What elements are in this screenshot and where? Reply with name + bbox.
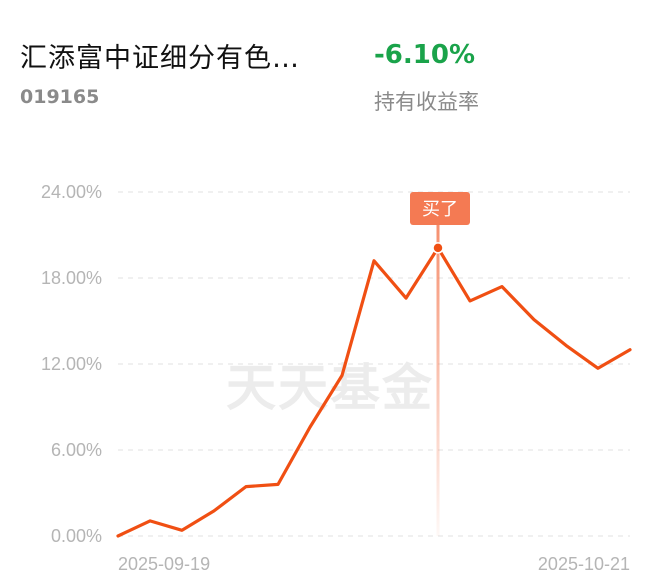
fund-name[interactable]: 汇添富中证细分有色… [20,43,300,74]
x-axis-labels: 2025-09-19 2025-10-21 [118,554,630,574]
watermark: 天天基金 [226,358,434,417]
y-tick-label: 6.00% [51,440,102,460]
fund-code: 019165 [20,86,100,108]
y-tick-label: 24.00% [41,182,102,202]
y-tick-label: 18.00% [41,268,102,288]
holding-return-value: -6.10% [374,40,475,70]
return-chart[interactable]: 0.00% 6.00% 12.00% 18.00% 24.00% 天天基金 买了 202… [0,130,660,585]
y-axis-labels: 0.00% 6.00% 12.00% 18.00% 24.00% [41,182,102,546]
buy-marker-point [432,242,444,254]
y-tick-label: 0.00% [51,526,102,546]
fund-header: 汇添富中证细分有色… 019165 -6.10% 持有收益率 [0,0,660,130]
buy-marker[interactable]: 买了 [410,192,470,254]
series-line [116,246,632,538]
holding-return-label: 持有收益率 [374,90,479,114]
buy-marker-badge [410,192,470,225]
y-tick-label: 12.00% [41,354,102,374]
x-tick-label: 2025-10-21 [538,554,630,574]
buy-marker-label: 买了 [422,199,458,220]
buy-marker-line-group [436,220,440,536]
x-tick-label: 2025-09-19 [118,554,210,574]
buy-marker-line [436,220,440,536]
